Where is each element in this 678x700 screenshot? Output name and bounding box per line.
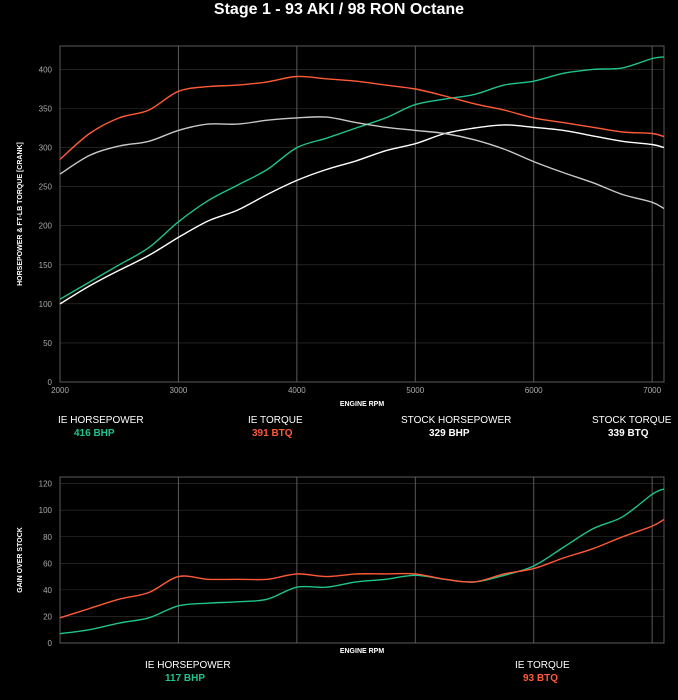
y-tick-label: 400	[39, 65, 53, 74]
y-axis-label: GAIN OVER STOCK	[17, 527, 24, 593]
y-tick-label: 20	[43, 612, 52, 621]
legend-value: 339 BTQ	[608, 428, 649, 439]
ie-horsepower-line	[59, 56, 665, 300]
page-title: Stage 1 - 93 AKI / 98 RON Octane	[213, 1, 465, 18]
power-chart: 2000 3000 4000 5000 6000 7000 0 50 100 150 200 250 3…	[17, 45, 665, 408]
legend-value: 391 BTQ	[252, 428, 293, 439]
legend-value: 93 BTQ	[523, 673, 559, 684]
ie-torque-line	[59, 75, 665, 160]
x-axis-label: ENGINE RPM	[340, 648, 385, 655]
y-tick-label: 100	[39, 506, 53, 515]
y-tick-label: 200	[39, 222, 53, 231]
y-tick-label: 300	[39, 144, 53, 153]
stock-torque-line	[59, 116, 665, 210]
x-tick-label: 4000	[288, 386, 306, 395]
legend-value: 416 BHP	[74, 428, 115, 439]
x-tick-label: 6000	[525, 386, 543, 395]
legend-label: IE TORQUE	[515, 660, 570, 671]
legend-ie-torque: IE TORQUE 391 BTQ	[248, 414, 303, 440]
legend-label: STOCK TORQUE	[592, 415, 672, 426]
stock-horsepower-line	[59, 124, 665, 305]
y-tick-label: 80	[43, 533, 52, 542]
plot-frame	[59, 45, 665, 383]
y-tick-label: 100	[39, 300, 53, 309]
y-tick-label: 150	[39, 261, 53, 270]
y-tick-label: 50	[43, 339, 52, 348]
ie-torque-line	[59, 518, 665, 619]
y-tick-label: 120	[39, 480, 53, 489]
y-tick-label: 40	[43, 586, 52, 595]
legend-stock-torque: STOCK TORQUE 339 BTQ	[592, 414, 671, 440]
legend-label: STOCK HORSEPOWER	[401, 415, 512, 426]
gain-chart: 0 20 40 60 80 100 120 ENGINE RPM GAIN OVER STOCK	[17, 476, 665, 655]
gain-legend-ie-horsepower: IE HORSEPOWER 117 BHP	[145, 659, 231, 685]
plot-frame	[59, 476, 665, 644]
y-tick-label: 0	[48, 378, 53, 387]
legend-label: IE TORQUE	[248, 415, 303, 426]
y-tick-label: 60	[43, 559, 52, 568]
ie-horsepower-line	[59, 488, 665, 635]
x-tick-label: 2000	[51, 386, 69, 395]
legend-stock-horsepower: STOCK HORSEPOWER 329 BHP	[401, 414, 511, 440]
y-tick-label: 250	[39, 183, 53, 192]
y-tick-label: 0	[48, 639, 53, 648]
y-axis-label: HORSEPOWER & FT-LB TORQUE [CRANK]	[17, 142, 24, 286]
x-tick-label: 7000	[643, 386, 661, 395]
gain-legend-ie-torque: IE TORQUE 93 BTQ	[515, 659, 570, 685]
legend-value: 117 BHP	[165, 673, 206, 684]
x-tick-label: 3000	[170, 386, 188, 395]
x-tick-label: 5000	[406, 386, 424, 395]
legend-label: IE HORSEPOWER	[145, 660, 231, 671]
legend-label: IE HORSEPOWER	[58, 415, 144, 426]
x-axis-label: ENGINE RPM	[340, 401, 385, 408]
y-tick-label: 350	[39, 105, 53, 114]
legend-ie-horsepower: IE HORSEPOWER 416 BHP	[58, 414, 144, 440]
legend-value: 329 BHP	[429, 428, 470, 439]
